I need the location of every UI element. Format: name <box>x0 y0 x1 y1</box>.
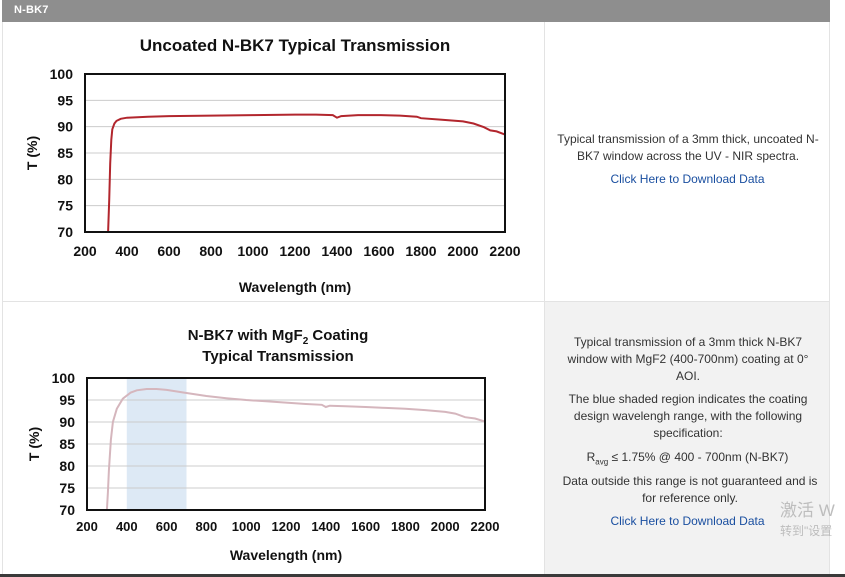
x-tick-1600: 1600 <box>351 519 380 534</box>
x-tick-1200: 1200 <box>279 243 310 259</box>
uncoated-row: Uncoated N-BK7 Typical Transmission 70 75 8… <box>2 22 830 302</box>
reference-disclaimer: Data outside this range is not guarantee… <box>562 474 818 505</box>
title-part-b: Coating <box>308 327 368 344</box>
y-tick-100: 100 <box>50 66 74 82</box>
y-axis-label: T (%) <box>26 427 42 461</box>
chart-title: Uncoated N-BK7 Typical Transmission <box>140 36 450 55</box>
y-tick-90: 90 <box>59 414 75 430</box>
coating-specification: Ravg ≤ 1.75% @ 400 - 700nm (N-BK7) <box>545 449 830 470</box>
y-tick-70: 70 <box>57 224 73 240</box>
x-tick-200: 200 <box>76 519 98 534</box>
y-tick-75: 75 <box>59 480 75 496</box>
x-tick-1800: 1800 <box>405 243 436 259</box>
x-tick-600: 600 <box>157 243 181 259</box>
uncoated-download-link[interactable]: Click Here to Download Data <box>610 172 765 186</box>
plot-frame <box>84 73 506 233</box>
transmission-series-line <box>105 388 486 511</box>
section-header: N-BK7 <box>2 0 830 22</box>
plot-frame <box>86 377 486 511</box>
y-tick-80: 80 <box>57 171 73 187</box>
title-part-a: N-BK7 with MgF <box>188 327 303 344</box>
x-tick-800: 800 <box>199 243 223 259</box>
x-tick-1000: 1000 <box>237 243 268 259</box>
coated-download-link[interactable]: Click Here to Download Data <box>610 514 765 528</box>
x-tick-1400: 1400 <box>321 243 352 259</box>
spec-avg: avg <box>595 457 609 467</box>
x-tick-1000: 1000 <box>232 519 261 534</box>
x-tick-2200: 2200 <box>471 519 500 534</box>
bottom-bar <box>0 574 845 577</box>
chart-title-line2: Typical Transmission <box>202 348 353 365</box>
uncoated-description: Typical transmission of a 3mm thick, unc… <box>557 132 819 163</box>
y-tick-95: 95 <box>59 392 75 408</box>
x-tick-1200: 1200 <box>272 519 301 534</box>
x-tick-400: 400 <box>115 243 139 259</box>
x-tick-2000: 2000 <box>447 243 478 259</box>
x-axis-label: Wavelength (nm) <box>239 279 351 295</box>
chart-title-line1: N-BK7 with MgF2 Coating <box>188 327 369 347</box>
x-tick-200: 200 <box>73 243 97 259</box>
y-tick-70: 70 <box>59 502 75 518</box>
y-tick-100: 100 <box>52 370 76 386</box>
watermark-line1: 激活 W <box>780 501 835 520</box>
y-tick-75: 75 <box>57 198 73 214</box>
coated-description: Typical transmission of a 3mm thick N-BK… <box>567 335 809 383</box>
y-tick-85: 85 <box>57 145 73 161</box>
uncoated-info-panel: Typical transmission of a 3mm thick, unc… <box>544 22 829 301</box>
y-tick-95: 95 <box>57 92 73 108</box>
y-tick-80: 80 <box>59 458 75 474</box>
title-subscript: 2 <box>303 336 309 347</box>
x-tick-800: 800 <box>196 519 218 534</box>
x-tick-400: 400 <box>116 519 138 534</box>
uncoated-transmission-chart: Uncoated N-BK7 Typical Transmission 70 75 8… <box>24 36 521 295</box>
transmission-series-line <box>107 113 506 233</box>
shade-note: The blue shaded region indicates the coa… <box>568 392 808 440</box>
y-axis-label: T (%) <box>24 136 40 170</box>
watermark-line2: 转到"设置 <box>780 524 833 538</box>
coated-row: N-BK7 with MgF2 Coating Typical Transmiss… <box>2 302 830 574</box>
spec-rest: ≤ 1.75% @ 400 - 700nm (N-BK7) <box>608 450 789 464</box>
x-tick-2000: 2000 <box>431 519 460 534</box>
x-axis-label: Wavelength (nm) <box>230 547 342 563</box>
x-tick-1600: 1600 <box>363 243 394 259</box>
spec-r: R <box>586 450 596 464</box>
x-tick-1400: 1400 <box>311 519 340 534</box>
y-tick-85: 85 <box>59 436 75 452</box>
coated-info-panel: Typical transmission of a 3mm thick N-BK… <box>544 302 829 574</box>
section-title: N-BK7 <box>14 4 49 16</box>
y-tick-90: 90 <box>57 119 73 135</box>
x-tick-600: 600 <box>156 519 178 534</box>
x-tick-1800: 1800 <box>391 519 420 534</box>
x-tick-2200: 2200 <box>489 243 520 259</box>
